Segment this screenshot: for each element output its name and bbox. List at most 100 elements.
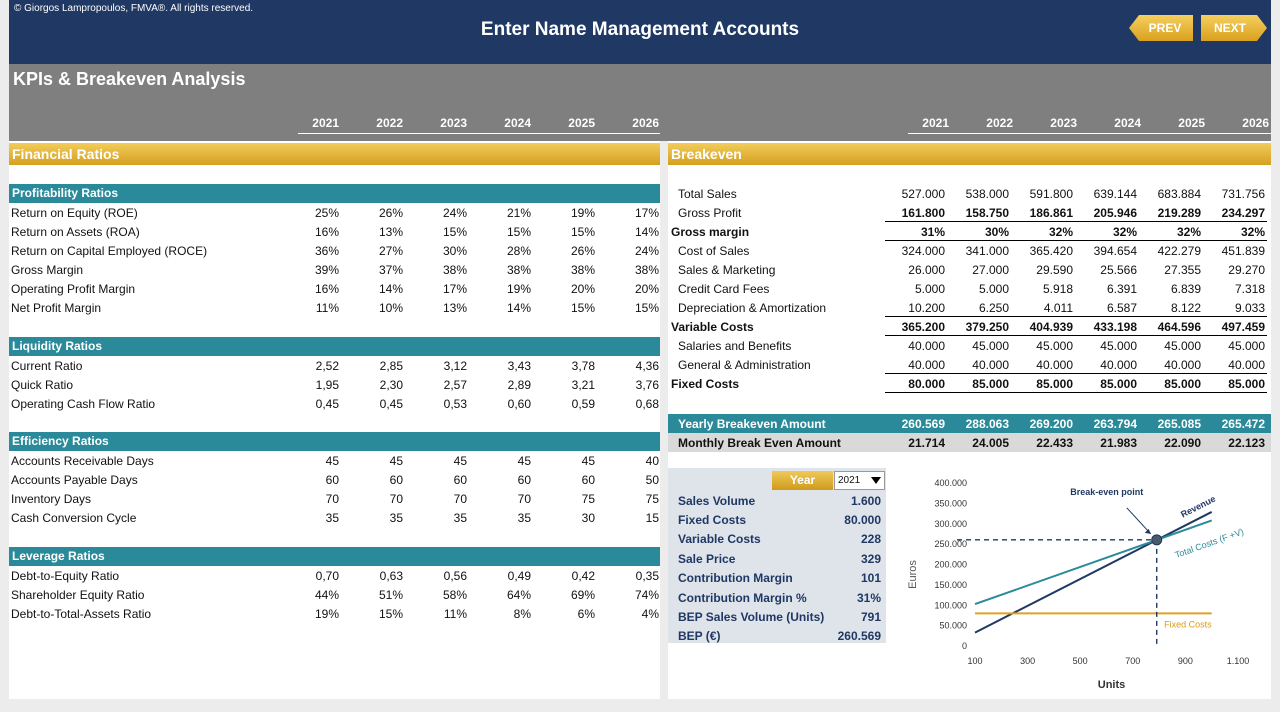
value-cell: 40.000 xyxy=(1164,357,1201,372)
row-label: Depreciation & Amortization xyxy=(678,300,827,315)
value-cell: 234.297 xyxy=(1221,205,1265,220)
financial-ratios-header: Financial Ratios xyxy=(9,143,660,165)
breakeven-calculator: Year 2021 Sales Volume 1.600 Fixed Costs 80… xyxy=(668,468,886,643)
calc-value: 80.000 xyxy=(844,513,881,528)
value-cell: 11% xyxy=(315,300,339,315)
table-row: Quick Ratio 1,95 2,30 2,57 2,89 3,21 3,76 xyxy=(9,375,660,394)
value-cell: 21% xyxy=(506,205,531,220)
row-label: Sales & Marketing xyxy=(678,262,776,277)
value-cell: 32% xyxy=(1112,224,1137,239)
calc-value: 791 xyxy=(860,610,881,625)
row-label: Total Sales xyxy=(678,186,737,201)
calc-value: 228 xyxy=(860,532,881,547)
x-tick-label: 700 xyxy=(1125,656,1140,666)
row-label: Debt-to-Total-Assets Ratio xyxy=(11,606,152,621)
next-button[interactable]: NEXT xyxy=(1201,15,1267,41)
value-cell: 70 xyxy=(517,491,531,506)
value-cell: 36% xyxy=(314,243,339,258)
row-label: Accounts Payable Days xyxy=(11,472,138,487)
value-cell: 45 xyxy=(389,453,403,468)
value-cell: 19% xyxy=(314,606,339,621)
value-cell: 85.000 xyxy=(1164,376,1201,391)
calc-label: BEP (€) xyxy=(678,629,721,644)
table-row: Gross margin 31% 30% 32% 32% 32% 32% xyxy=(668,222,1271,241)
year-header-right: 2022 xyxy=(986,116,1013,130)
value-cell: 40.000 xyxy=(1100,357,1137,372)
value-cell: 4,36 xyxy=(635,358,659,373)
value-cell: 45.000 xyxy=(1164,338,1201,353)
year-dropdown[interactable]: 2021 xyxy=(834,471,885,490)
value-cell: 22.433 xyxy=(1036,435,1073,450)
value-cell: 3,12 xyxy=(443,358,467,373)
calc-row: Sales Volume 1.600 xyxy=(668,491,886,510)
year-header-left: 2026 xyxy=(632,116,659,130)
value-cell: 45 xyxy=(581,453,595,468)
value-cell: 0,42 xyxy=(571,568,595,583)
value-cell: 0,59 xyxy=(571,396,595,411)
value-cell: 24% xyxy=(634,243,659,258)
calc-label: Contribution Margin xyxy=(678,571,793,586)
row-label: Inventory Days xyxy=(11,491,92,506)
value-cell: 16% xyxy=(314,224,339,239)
row-label: Salaries and Benefits xyxy=(678,338,792,353)
value-cell: 2,89 xyxy=(507,377,531,392)
value-cell: 527.000 xyxy=(901,186,945,201)
value-cell: 32% xyxy=(1240,224,1265,239)
calc-row: Variable Costs 228 xyxy=(668,530,886,549)
value-cell: 379.250 xyxy=(965,319,1009,334)
table-row: Debt-to-Equity Ratio 0,70 0,63 0,56 0,49 0,42… xyxy=(9,566,660,585)
value-cell: 0,53 xyxy=(443,396,467,411)
value-cell: 70 xyxy=(325,491,339,506)
x-tick-label: 500 xyxy=(1073,656,1088,666)
value-cell: 10.200 xyxy=(908,300,945,315)
value-cell: 219.289 xyxy=(1157,205,1201,220)
y-tick-label: 50.000 xyxy=(939,621,967,631)
value-cell: 58% xyxy=(442,587,467,602)
value-cell: 260.569 xyxy=(901,416,945,431)
calc-label: BEP Sales Volume (Units) xyxy=(678,610,825,625)
row-underline xyxy=(885,316,1267,317)
value-cell: 25.566 xyxy=(1100,262,1137,277)
value-cell: 433.198 xyxy=(1093,319,1137,334)
value-cell: 13% xyxy=(378,224,403,239)
table-row: Inventory Days 70 70 70 70 75 75 xyxy=(9,489,660,508)
calc-value: 31% xyxy=(856,590,881,605)
value-cell: 265.472 xyxy=(1221,416,1265,431)
value-cell: 639.144 xyxy=(1093,186,1137,201)
row-underline xyxy=(885,221,1267,222)
value-cell: 26% xyxy=(570,243,595,258)
year-header-right: 2021 xyxy=(922,116,949,130)
value-cell: 263.794 xyxy=(1093,416,1137,431)
table-row: Operating Profit Margin 16% 14% 17% 19% 20% 20… xyxy=(9,279,660,298)
ratio-group: Liquidity Ratios Current Ratio 2,52 2,85 3,1… xyxy=(9,337,660,413)
value-cell: 38% xyxy=(570,262,595,277)
value-cell: 0,60 xyxy=(507,396,531,411)
year-header-right: 2025 xyxy=(1178,116,1205,130)
value-cell: 27.355 xyxy=(1164,262,1201,277)
year-header-right: 2023 xyxy=(1050,116,1077,130)
value-cell: 32% xyxy=(1176,224,1201,239)
calc-row: Contribution Margin 101 xyxy=(668,569,886,588)
row-label: Cost of Sales xyxy=(678,243,750,258)
value-cell: 404.939 xyxy=(1029,319,1073,334)
calc-label: Sale Price xyxy=(678,551,736,566)
table-row: Accounts Payable Days 60 60 60 60 60 50 xyxy=(9,470,660,489)
row-label: Monthly Break Even Amount xyxy=(678,435,841,450)
top-header xyxy=(9,0,1271,64)
value-cell: 0,35 xyxy=(635,568,659,583)
breakeven-point-label: Break-even point xyxy=(1070,487,1143,497)
value-cell: 29.270 xyxy=(1228,262,1265,277)
x-axis-label: Units xyxy=(1098,679,1126,691)
value-cell: 30% xyxy=(984,224,1009,239)
prev-button[interactable]: PREV xyxy=(1129,15,1193,41)
value-cell: 2,57 xyxy=(443,377,467,392)
value-cell: 27.000 xyxy=(972,262,1009,277)
value-cell: 45 xyxy=(453,453,467,468)
value-cell: 38% xyxy=(506,262,531,277)
value-cell: 35 xyxy=(325,510,339,525)
calc-row: BEP (€) 260.569 xyxy=(668,627,886,646)
calc-row: BEP Sales Volume (Units) 791 xyxy=(668,607,886,626)
y-axis-label: Euros xyxy=(907,560,919,589)
calc-label: Fixed Costs xyxy=(678,513,747,528)
value-cell: 6.587 xyxy=(1106,300,1137,315)
